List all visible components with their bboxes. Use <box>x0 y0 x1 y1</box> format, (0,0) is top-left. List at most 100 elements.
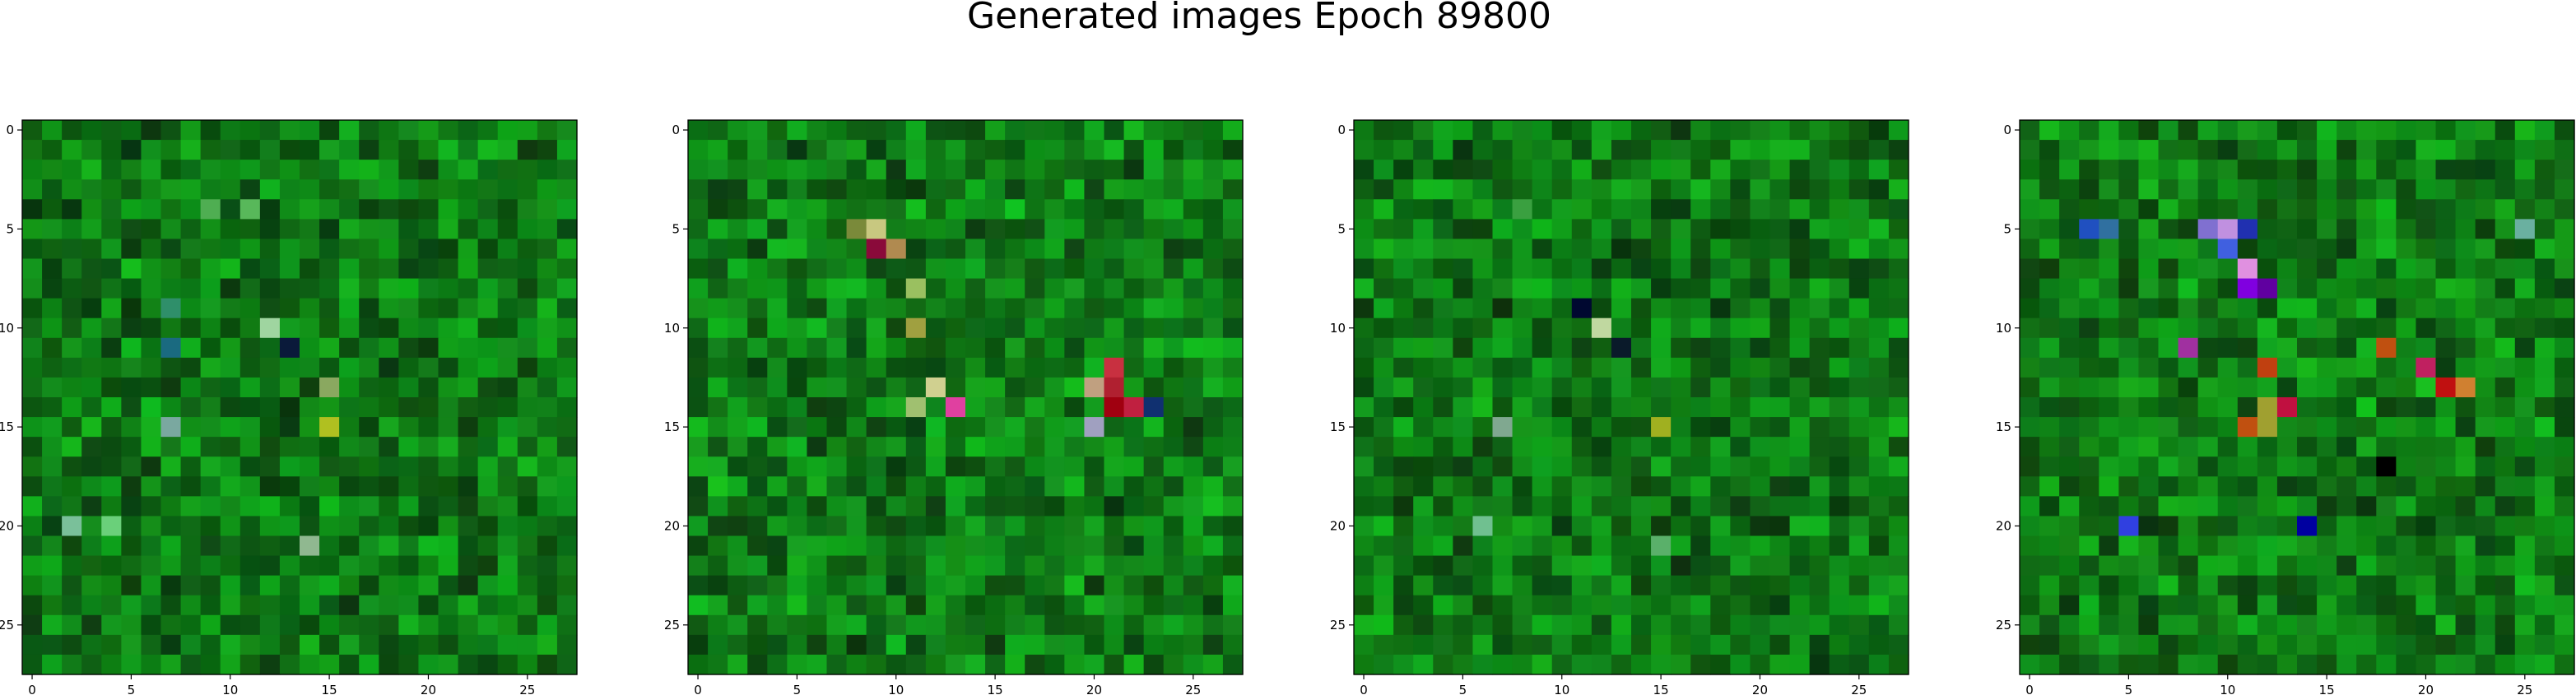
pixel-cell <box>807 199 828 220</box>
pixel-cell <box>1888 575 1909 596</box>
pixel-cell <box>398 614 420 636</box>
pixel-cell <box>945 179 966 200</box>
pixel-cell <box>728 258 748 280</box>
pixel-cell <box>2356 516 2377 537</box>
pixel-cell <box>985 575 1006 596</box>
pixel-cell <box>1084 417 1105 438</box>
pixel-cell <box>1551 555 1573 577</box>
pixel-cell <box>2337 476 2357 497</box>
pixel-cell <box>807 654 828 675</box>
pixel-cell <box>2099 298 2119 319</box>
pixel-cell <box>2039 476 2060 497</box>
pixel-cell <box>767 377 788 398</box>
pixel-cell <box>2475 555 2496 577</box>
pixel-cell <box>2118 535 2140 557</box>
pixel-cell <box>2257 555 2278 577</box>
pixel-cell <box>2039 337 2060 359</box>
pixel-cell <box>556 377 578 398</box>
pixel-cell <box>886 476 907 497</box>
pixel-cell <box>2416 357 2437 378</box>
pixel-cell <box>2534 239 2555 260</box>
pixel-cell <box>359 357 379 378</box>
pixel-cell <box>2039 140 2060 160</box>
pixel-cell <box>688 437 709 457</box>
pixel-cell <box>2257 179 2278 200</box>
pixel-cell <box>2099 219 2119 240</box>
pixel-cell <box>807 516 828 537</box>
pixel-cell <box>985 337 1006 359</box>
pixel-cell <box>121 377 142 398</box>
pixel-cell <box>101 555 122 577</box>
pixel-cell <box>965 417 986 438</box>
pixel-cell <box>2158 377 2179 398</box>
pixel-cell <box>180 417 202 438</box>
pixel-cell <box>747 634 768 656</box>
pixel-cell <box>1064 516 1086 537</box>
pixel-cell <box>101 575 122 596</box>
pixel-cell <box>2475 535 2496 557</box>
pixel-cell <box>497 160 518 180</box>
pixel-cell <box>1750 179 1771 200</box>
pixel-cell <box>2435 140 2457 160</box>
pixel-cell <box>1710 614 1731 636</box>
pixel-cell <box>2297 337 2318 359</box>
pixel-cell <box>1005 614 1025 636</box>
pixel-cell <box>141 496 162 517</box>
pixel-cell <box>1651 317 1672 339</box>
pixel-cell <box>200 496 221 517</box>
pixel-cell <box>1084 437 1105 457</box>
pixel-cell <box>1084 614 1105 636</box>
pixel-cell <box>418 199 439 220</box>
pixel-cell <box>1393 535 1414 557</box>
pixel-cell <box>2317 160 2337 180</box>
pixel-cell <box>2534 516 2555 537</box>
pixel-cell <box>1829 555 1850 577</box>
pixel-cell <box>807 476 828 497</box>
pixel-cell <box>1829 120 1850 141</box>
pixel-cell <box>279 160 300 180</box>
pixel-cell <box>1183 535 1204 557</box>
pixel-cell <box>925 377 946 398</box>
pixel-cell <box>22 357 43 378</box>
pixel-cell <box>1671 456 1691 477</box>
pixel-cell <box>1551 476 1573 497</box>
pixel-cell <box>1354 634 1374 656</box>
pixel-cell <box>2118 417 2140 438</box>
pixel-cell <box>2237 120 2258 141</box>
pixel-cell <box>1631 337 1652 359</box>
pixel-cell <box>728 654 748 675</box>
pixel-cell <box>2317 496 2337 517</box>
pixel-cell <box>1769 516 1791 537</box>
pixel-cell <box>1611 456 1632 477</box>
pixel-cell <box>846 535 867 557</box>
x-tick-label: 15 <box>1653 683 1669 695</box>
pixel-cell <box>259 199 281 220</box>
pixel-cell <box>458 219 479 240</box>
pixel-cell <box>62 160 82 180</box>
pixel-cell <box>1222 377 1244 398</box>
pixel-cell <box>1848 298 1870 319</box>
pixel-cell <box>2495 317 2516 339</box>
pixel-cell <box>2455 239 2476 260</box>
pixel-cell <box>2118 654 2140 675</box>
pixel-cell <box>985 476 1006 497</box>
pixel-cell <box>1472 456 1494 477</box>
pixel-cell <box>1571 179 1593 200</box>
pixel-cell <box>1829 535 1850 557</box>
pixel-cell <box>2099 199 2119 220</box>
pixel-cell <box>239 397 261 418</box>
pixel-cell <box>379 219 399 240</box>
pixel-cell <box>497 535 518 557</box>
pixel-cell <box>259 219 281 240</box>
pixel-cell <box>1671 535 1691 557</box>
pixel-cell <box>1123 516 1145 537</box>
pixel-cell <box>239 595 261 616</box>
pixel-cell <box>2158 397 2179 418</box>
pixel-cell <box>1123 239 1145 260</box>
pixel-cell <box>259 120 281 141</box>
pixel-cell <box>1202 199 1224 220</box>
pixel-cell <box>239 437 261 457</box>
pixel-cell <box>945 377 966 398</box>
pixel-cell <box>1222 219 1244 240</box>
pixel-cell <box>2158 595 2179 616</box>
